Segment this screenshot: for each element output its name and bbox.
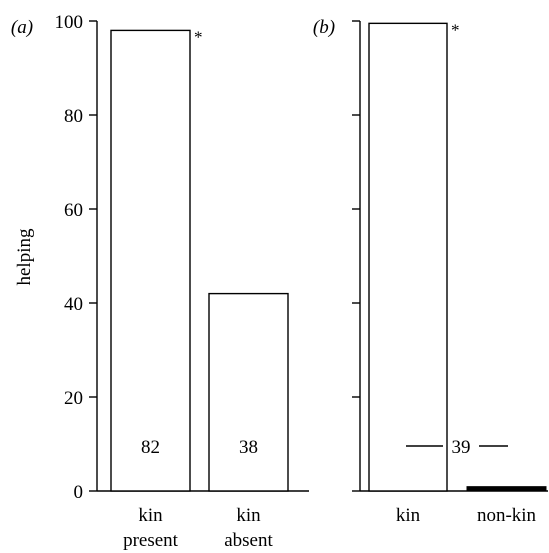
bar [368,22,448,492]
sample-size-label: 82 [141,437,160,458]
panel-b: (b) * kin non-kin 39 [313,17,548,526]
panel-a: (a) 0 20 40 60 80 100 * 82 kin present 38 kin absent [11,12,309,551]
bar [466,486,547,491]
bar [110,29,191,492]
category-label: present [123,530,179,551]
significance-star: * [194,27,203,46]
panel-label: (a) [11,17,33,38]
y-tick-label: 0 [74,482,84,503]
sample-size-label: 39 [452,437,471,458]
y-tick-label: 80 [64,106,83,127]
significance-star: * [451,20,460,39]
category-label: kin [138,505,163,526]
sample-size-label: 38 [239,437,258,458]
category-label: kin [236,505,261,526]
category-label: non-kin [477,505,537,526]
category-label: kin [396,505,421,526]
y-tick-label: 20 [64,388,83,409]
category-label: absent [224,530,273,551]
y-tick-label: 60 [64,200,83,221]
bar [208,292,289,492]
y-tick-label: 40 [64,294,83,315]
y-tick-label: 100 [55,12,84,33]
panel-label: (b) [313,17,335,38]
y-axis-label: helping [14,228,35,285]
